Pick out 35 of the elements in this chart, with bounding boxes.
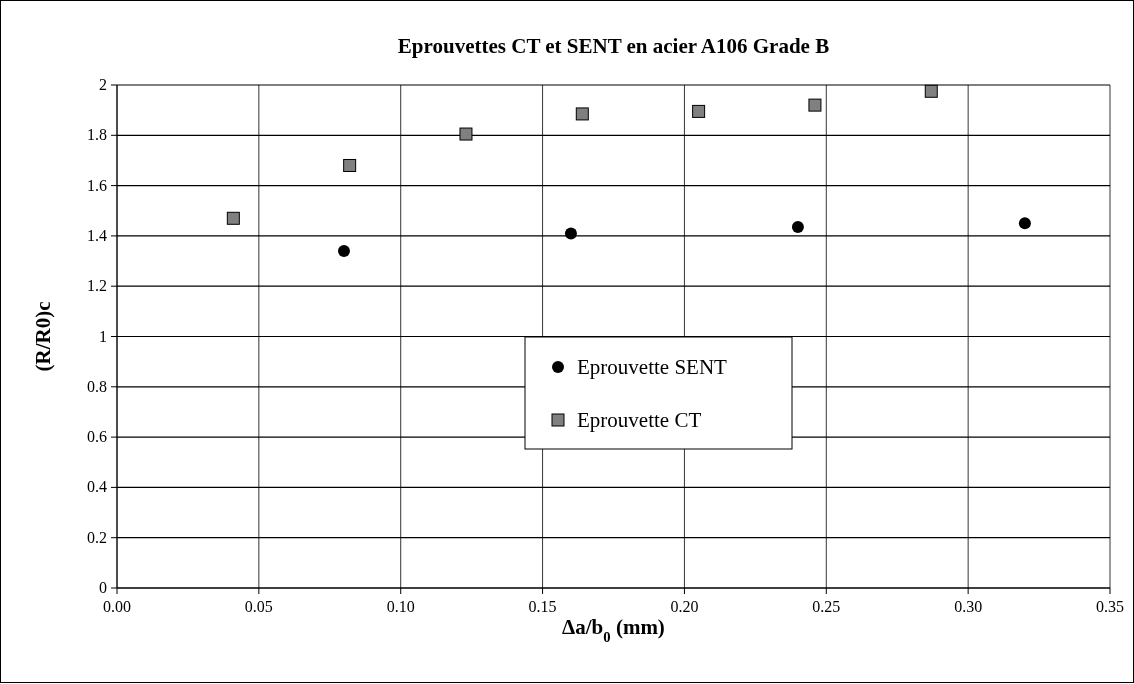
point — [692, 104, 706, 118]
chart-title: Eprouvettes CT et SENT en acier A106 Grade B — [397, 34, 830, 58]
y-tick-label: 0.2 — [87, 528, 107, 546]
y-tick-label: 0.8 — [87, 377, 107, 395]
point — [337, 244, 350, 257]
x-axis-title: Δa/b$_{0}$ (mm) — [562, 615, 665, 645]
y-tick-label: 1.6 — [87, 176, 107, 194]
legend-label: Eprouvette SENT — [577, 355, 728, 379]
x-tick-label: 0.10 — [386, 598, 415, 615]
y-tick-label: 0 — [99, 579, 107, 596]
y-tick-label: 1.8 — [87, 126, 107, 144]
y-tick-label: 0.6 — [87, 428, 107, 446]
x-tick-label: 0.05 — [244, 598, 273, 615]
point — [924, 84, 938, 98]
legend-label: Eprouvette CT — [577, 408, 702, 432]
y-tick-label: 1 — [99, 327, 107, 345]
point — [343, 158, 357, 172]
point — [791, 221, 804, 234]
point — [226, 211, 240, 225]
y-tick-label: 2 — [99, 76, 107, 93]
point — [459, 127, 473, 141]
x-tick-label: 0.30 — [954, 598, 983, 615]
point — [808, 98, 822, 112]
x-tick-label: 0.25 — [812, 598, 841, 615]
point — [575, 107, 589, 121]
y-tick-label: 1.4 — [87, 226, 107, 244]
x-tick-label: 0.20 — [670, 598, 699, 615]
y-tick-label: 1.2 — [87, 277, 107, 295]
point — [564, 227, 577, 240]
point — [1018, 217, 1031, 230]
x-tick-label: 0.15 — [528, 598, 557, 615]
y-axis-title: (R/R0)c — [31, 301, 55, 372]
x-tick-label: 0.00 — [103, 598, 131, 615]
x-tick-label: 0.35 — [1096, 598, 1124, 615]
y-tick-label: 0.4 — [87, 478, 107, 496]
